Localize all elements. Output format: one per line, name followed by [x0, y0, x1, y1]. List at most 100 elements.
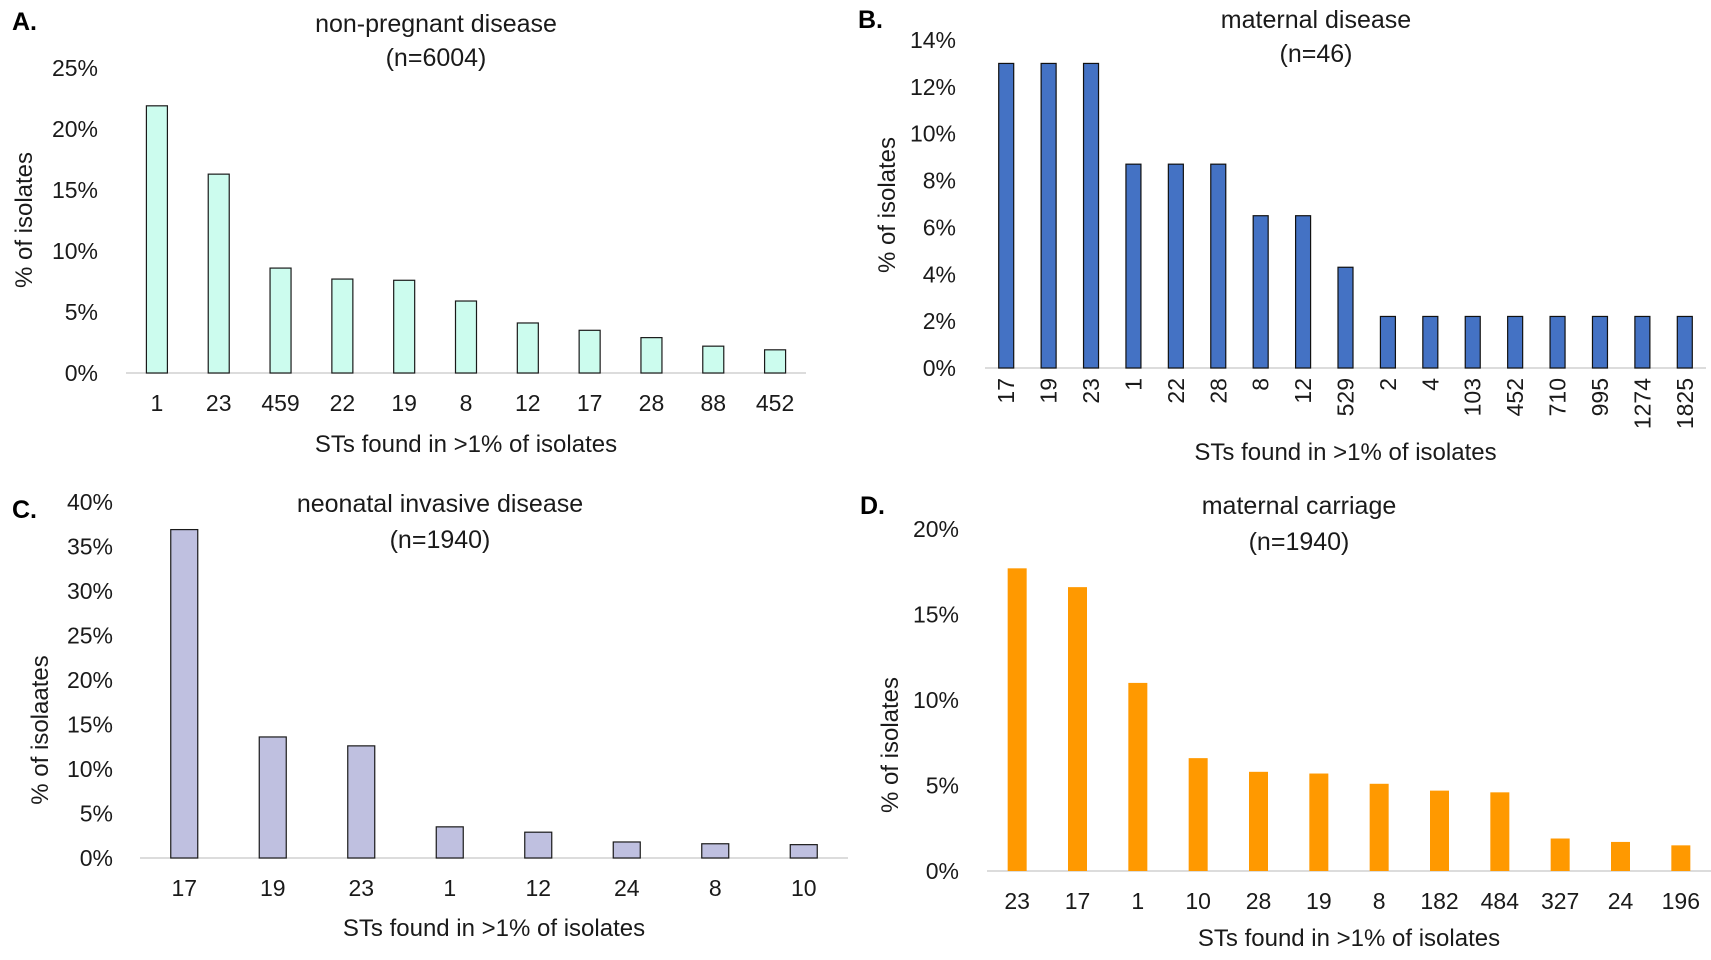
chart-a-y-axis-label: % of isolates [11, 152, 38, 288]
chart-a-xtick-label: 12 [515, 390, 541, 416]
chart-b-xtick-label: 995 [1587, 378, 1613, 416]
chart-c-xtick-label: 12 [525, 875, 551, 901]
chart-b-bar [1507, 315, 1524, 369]
chart-a-ytick-label: 0% [65, 360, 98, 386]
chart-d-ytick-label: 10% [913, 687, 959, 713]
chart-c-ytick-label: 0% [80, 845, 113, 871]
chart-d-bar [1430, 790, 1449, 871]
chart-d-bar [1068, 587, 1087, 871]
chart-d-bar [1611, 841, 1630, 871]
chart-a-bar [393, 279, 416, 374]
chart-b-ytick-label: 10% [910, 121, 956, 147]
chart-a-bar [454, 300, 478, 374]
chart-a-xtick-label: 22 [330, 390, 356, 416]
chart-d-bar [1309, 773, 1329, 871]
chart-b-xtick-label: 1 [1120, 378, 1146, 391]
chart-b-bar [1464, 315, 1481, 369]
chart-d-xtick-label: 327 [1541, 888, 1579, 914]
chart-d-bar [1128, 682, 1148, 871]
chart-b-xtick-label: 12 [1290, 378, 1316, 404]
chart-c-ytick-label: 30% [67, 578, 113, 604]
chart-a-bar [702, 345, 725, 374]
chart-b-ytick-label: 8% [923, 168, 956, 194]
chart-b-bar [1337, 266, 1354, 369]
chart-a-xtick-label: 88 [700, 390, 726, 416]
chart-c-xtick-label: 17 [171, 875, 197, 901]
chart-b-xtick-label: 23 [1078, 378, 1104, 404]
chart-a-bar [763, 349, 787, 374]
chart-b-bar [1210, 163, 1227, 369]
chart-b-bar [1167, 163, 1184, 369]
chart-c-bar [524, 831, 553, 859]
chart-a-xtick-label: 452 [756, 390, 794, 416]
chart-c-bar [170, 528, 199, 859]
chart-b-xtick-label: 22 [1163, 378, 1189, 404]
chart-d-title: maternal carriage [1202, 492, 1397, 520]
chart-c-ytick-label: 10% [67, 756, 113, 782]
chart-d-xtick-label: 10 [1185, 888, 1211, 914]
chart-d-ytick-label: 15% [913, 602, 959, 628]
chart-d-x-axis-label: STs found in >1% of isolates [1198, 925, 1500, 952]
chart-a-bar [269, 267, 292, 374]
chart-d-xtick-label: 182 [1420, 888, 1458, 914]
chart-b-xtick-label: 19 [1036, 378, 1062, 404]
chart-b-ytick-label: 6% [923, 214, 956, 240]
chart-a-bar [207, 173, 230, 374]
chart-c-bar [701, 843, 730, 859]
chart-d-bar [1007, 568, 1027, 871]
chart-c-ytick-label: 25% [67, 623, 113, 649]
chart-c-bar [347, 745, 376, 859]
chart-b-xtick-label: 8 [1248, 378, 1274, 391]
chart-b-xtick-label: 452 [1502, 378, 1528, 416]
chart-b-x-axis-label: STs found in >1% of isolates [1194, 439, 1496, 466]
chart-b-xtick-label: 4 [1417, 378, 1443, 391]
chart-a-xtick-label: 1 [151, 390, 164, 416]
chart-b-bar [1549, 315, 1566, 369]
chart-a-bar [578, 329, 601, 374]
chart-b-bar [1082, 62, 1100, 369]
chart-d-xtick-label: 8 [1373, 888, 1386, 914]
chart-a-ytick-label: 20% [52, 116, 98, 142]
chart-d-bar [1490, 792, 1510, 871]
chart-c-xtick-label: 24 [614, 875, 640, 901]
chart-a-ytick-label: 5% [65, 299, 98, 325]
chart-c-x-axis-label: STs found in >1% of isolates [343, 915, 645, 942]
chart-a-x-axis-label: STs found in >1% of isolates [315, 431, 617, 458]
chart-c-subtitle: (n=1940) [390, 526, 491, 554]
chart-a-subtitle: (n=6004) [386, 44, 487, 72]
chart-b-bar [1676, 315, 1693, 369]
chart-b-subtitle: (n=46) [1280, 40, 1353, 68]
chart-c-ytick-label: 20% [67, 667, 113, 693]
chart-c-title: neonatal invasive disease [297, 490, 583, 518]
chart-a-bar [640, 337, 663, 374]
chart-b-bar [1252, 215, 1269, 369]
chart-a-bar [331, 278, 354, 374]
chart-d-xtick-label: 1 [1131, 888, 1144, 914]
chart-b-ytick-label: 4% [923, 261, 956, 287]
chart-b-xtick-label: 28 [1205, 378, 1231, 404]
chart-d-bar [1550, 838, 1570, 871]
chart-d-xtick-label: 484 [1481, 888, 1520, 914]
chart-d-ytick-label: 20% [913, 516, 959, 542]
chart-c-xtick-label: 8 [709, 875, 722, 901]
chart-a-xtick-label: 17 [577, 390, 603, 416]
chart-d-bar [1369, 783, 1389, 871]
chart-d-panel-letter: D. [860, 492, 885, 520]
chart-c-bar [435, 826, 464, 859]
chart-b-title: maternal disease [1221, 6, 1411, 34]
chart-a-bar [516, 322, 539, 374]
chart-b-bar [1125, 163, 1142, 369]
chart-a-bar [145, 105, 169, 374]
chart-a-ytick-label: 10% [52, 238, 98, 264]
chart-a-panel-letter: A. [12, 8, 37, 36]
chart-c-bar [612, 841, 641, 859]
chart-b-panel-letter: B. [858, 6, 883, 34]
chart-a-xtick-label: 23 [206, 390, 232, 416]
chart-a-xtick-label: 459 [261, 390, 299, 416]
chart-c-ytick-label: 5% [80, 801, 113, 827]
chart-b-xtick-label: 1825 [1672, 378, 1698, 429]
chart-c-xtick-label: 19 [260, 875, 286, 901]
chart-b-bar [998, 62, 1015, 369]
chart-c-xtick-label: 10 [791, 875, 817, 901]
